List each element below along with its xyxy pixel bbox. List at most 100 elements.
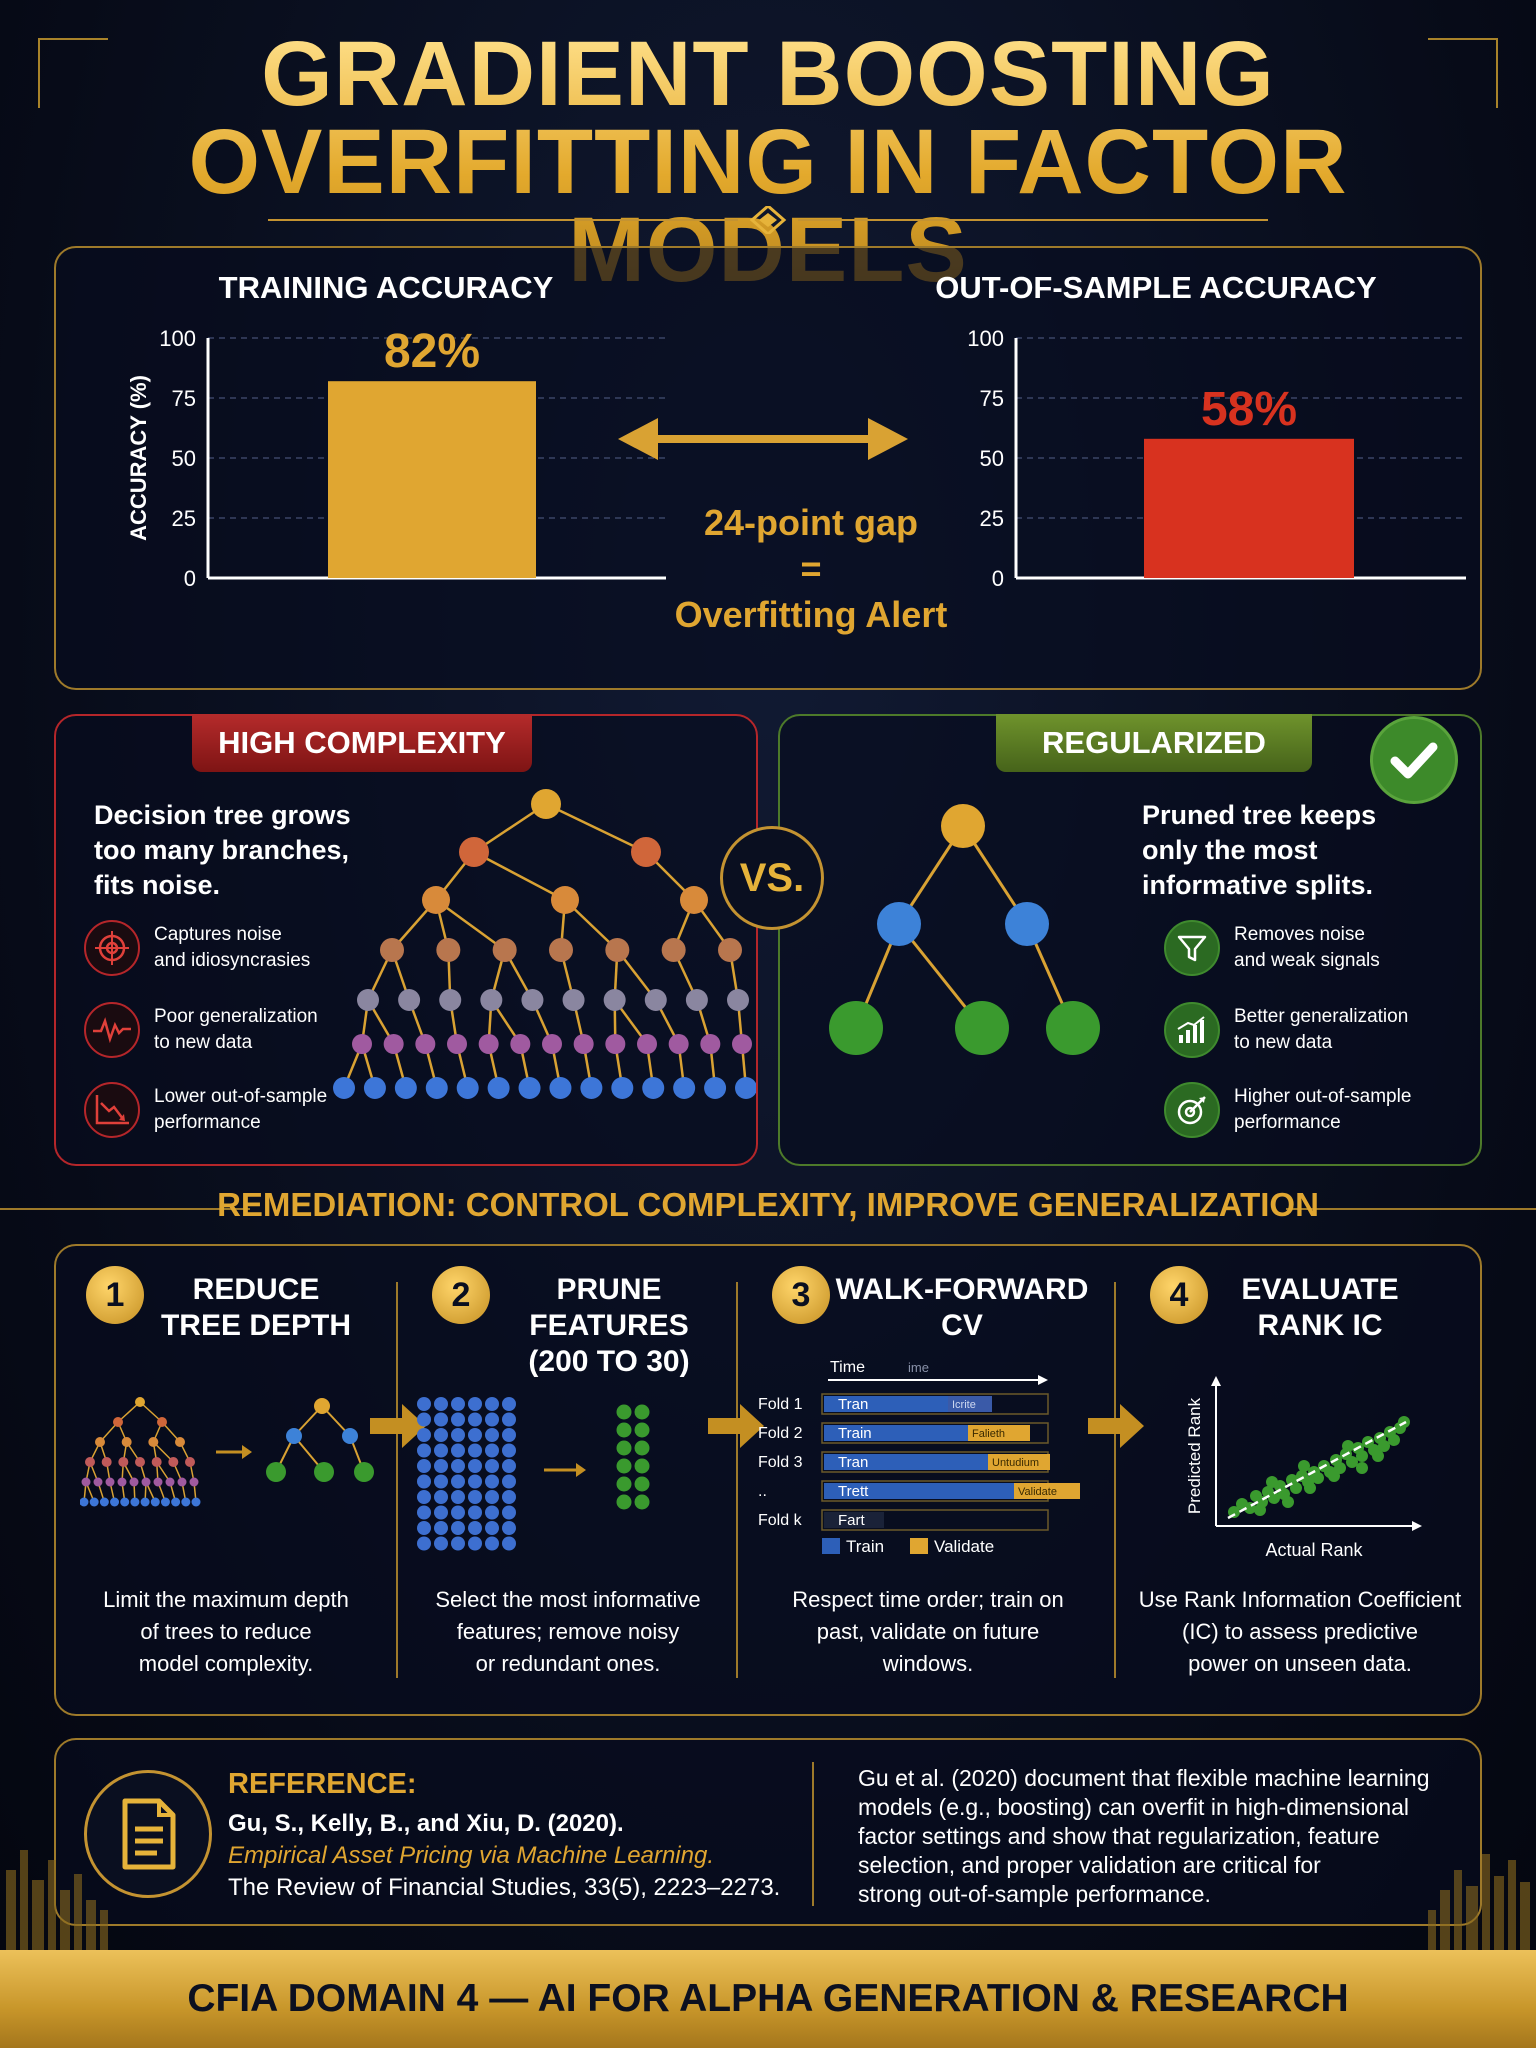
step-arrow-icon (370, 1404, 426, 1448)
heading-rule-left (0, 1208, 250, 1210)
feature-dot (434, 1443, 448, 1458)
feature-dot (451, 1443, 465, 1458)
y-tick-label: 50 (172, 446, 196, 471)
tree-node (521, 989, 544, 1011)
high-item-line: to new data (154, 1032, 253, 1053)
train-label: Tran (838, 1454, 868, 1471)
tree-node (175, 1437, 185, 1447)
tree-node (168, 1457, 179, 1467)
feature-dot (451, 1536, 465, 1551)
scatter-point (1356, 1450, 1368, 1462)
y-tick-label: 0 (992, 566, 1004, 591)
reg-item-performance: Higher out-of-sample performance (1164, 1082, 1411, 1138)
step-number: 2 (432, 1266, 490, 1324)
selected-feature-dot (634, 1440, 650, 1456)
gap-callout: 24-point gap = Overfitting Alert (616, 500, 1006, 638)
feature-dot (434, 1459, 448, 1473)
feature-dot (434, 1474, 448, 1489)
tree-node (415, 1034, 436, 1054)
tree-node (661, 938, 686, 962)
tree-node (700, 1034, 721, 1054)
tree-node (383, 1034, 404, 1054)
time-axis-label: Time (830, 1359, 865, 1376)
y-tick-label: 100 (159, 328, 196, 351)
tree-node (150, 1497, 160, 1507)
training-chart-title: TRAINING ACCURACY (218, 270, 554, 305)
remediation-heading: REMEDIATION: CONTROL COMPLEXITY, IMPROVE… (217, 1186, 1319, 1223)
selected-feature-dot (616, 1476, 632, 1492)
scatter-point (1342, 1440, 1354, 1452)
high-item-line: and idiosyncrasies (154, 950, 311, 971)
tree-node (81, 1477, 91, 1487)
tree-node (680, 886, 708, 914)
scatter-point (1378, 1440, 1390, 1452)
step-desc-line: past, validate on future (816, 1619, 1040, 1644)
step-divider (396, 1282, 398, 1678)
step-number: 4 (1150, 1266, 1208, 1324)
fold-label: Fold k (758, 1512, 803, 1529)
tree-node (487, 1077, 510, 1099)
high-item-line: performance (154, 1112, 261, 1133)
step-title: EVALUATE RANK IC (1212, 1272, 1428, 1344)
tree-node (549, 938, 573, 962)
bar-data-label: 82% (384, 328, 480, 378)
tree-node (135, 1457, 145, 1467)
reg-desc-line: informative splits. (1142, 870, 1374, 900)
tree-node (436, 938, 461, 962)
step-reduce-tree-depth: 1 REDUCE TREE DEPTH Limit the maximum de… (56, 1246, 396, 1718)
tree-node (439, 989, 462, 1011)
y-tick-label: 50 (980, 446, 1004, 471)
tree-node (735, 1077, 756, 1099)
trend-line (1227, 1420, 1407, 1520)
step-desc-line: Respect time order; train on (792, 1587, 1064, 1612)
tree-node (117, 1477, 127, 1487)
tree-node (189, 1477, 199, 1487)
reg-desc-line: only the most (1142, 835, 1318, 865)
tree-node (673, 1077, 696, 1099)
tree-node (727, 989, 749, 1011)
step-evaluate-rank-ic: 4 EVALUATE RANK IC Actual Rank Predicted … (1116, 1246, 1484, 1718)
feature-dot (485, 1459, 499, 1473)
step-title-line: TREE DEPTH (160, 1309, 352, 1342)
step-divider (736, 1282, 738, 1678)
feature-dot (451, 1428, 465, 1442)
scatter-point (1254, 1504, 1266, 1516)
step-arrow-icon (1088, 1404, 1144, 1448)
feature-dot (468, 1412, 482, 1427)
feature-dot (502, 1412, 516, 1427)
feature-dot (485, 1397, 499, 1411)
scatter-point (1346, 1456, 1358, 1468)
tree-node (631, 837, 661, 867)
training-accuracy-chart: 0 25 50 75 100 ACCURACY (%) 82% (126, 328, 666, 591)
reg-item-noise: Removes noise and weak signals (1164, 920, 1380, 976)
document-icon (84, 1770, 212, 1898)
tree-node (580, 1077, 603, 1099)
feature-dot (502, 1443, 516, 1458)
step-title: PRUNE FEATURES (200 TO 30) (494, 1272, 724, 1380)
tree-node (177, 1477, 187, 1487)
feature-dot (451, 1397, 465, 1411)
tree-node (478, 1034, 499, 1054)
summary-line: strong out-of-sample performance. (858, 1881, 1211, 1907)
tree-node (542, 1034, 562, 1054)
high-complexity-panel: HIGH COMPLEXITY Decision tree grows too … (54, 714, 758, 1166)
tree-node (955, 1001, 1009, 1055)
tree-node (352, 1034, 372, 1054)
feature-dot (502, 1505, 516, 1520)
feature-dot (417, 1443, 431, 1458)
time-arrowhead (1038, 1375, 1048, 1385)
tree-node (333, 1077, 355, 1099)
reference-label: REFERENCE: (228, 1768, 417, 1800)
double-arrow-icon (618, 418, 908, 460)
train-window (824, 1454, 988, 1470)
feature-dot (485, 1536, 499, 1551)
tree-node (101, 1457, 112, 1467)
step-title-line: EVALUATE (1241, 1273, 1399, 1306)
reg-desc-line: Pruned tree keeps (1142, 800, 1377, 830)
reg-item-line: Removes noise (1234, 924, 1365, 945)
feature-pruning-graphic (417, 1397, 650, 1551)
feature-dot (485, 1412, 499, 1427)
step-desc-line: or redundant ones. (475, 1651, 661, 1676)
tree-node (644, 989, 667, 1011)
pruned-decision-tree (829, 804, 1100, 1055)
